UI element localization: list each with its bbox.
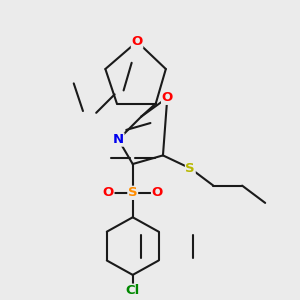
Text: S: S <box>185 162 195 175</box>
Text: O: O <box>162 91 173 104</box>
Text: O: O <box>131 35 143 48</box>
Text: O: O <box>103 186 114 199</box>
Text: S: S <box>128 186 137 199</box>
Text: Cl: Cl <box>126 284 140 297</box>
Text: O: O <box>152 186 163 199</box>
Text: N: N <box>113 133 124 146</box>
